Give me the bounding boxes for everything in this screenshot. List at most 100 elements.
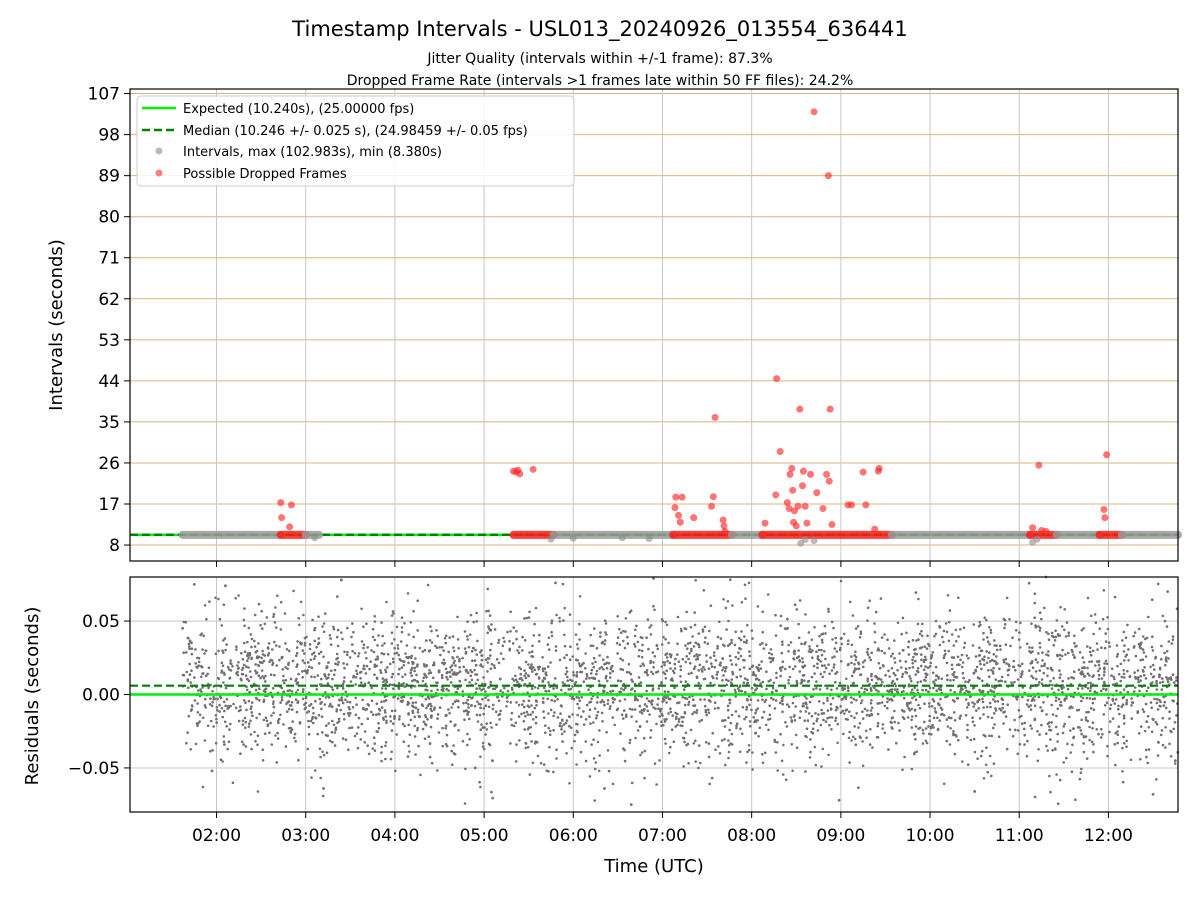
residual-point (577, 706, 581, 710)
residual-point (927, 690, 930, 694)
residual-point (834, 716, 838, 720)
residual-point (1158, 666, 1162, 670)
residual-point (610, 664, 614, 668)
residual-point (418, 646, 422, 650)
residual-point (563, 633, 566, 637)
residual-point (316, 674, 320, 677)
residual-point (245, 708, 248, 712)
residual-point (480, 658, 484, 662)
residual-point (787, 643, 790, 647)
residual-point (216, 697, 219, 701)
residual-point (633, 642, 636, 646)
residual-point (697, 632, 701, 635)
residual-point (254, 688, 258, 692)
residual-point (1165, 656, 1168, 659)
residual-point (391, 610, 395, 613)
residual-point (909, 679, 913, 683)
residual-point (265, 719, 269, 723)
residual-point (1168, 710, 1171, 713)
residual-point (804, 613, 807, 616)
residual-point (986, 636, 989, 639)
residual-point (585, 673, 589, 676)
residual-point (776, 741, 779, 744)
residual-point (511, 642, 515, 645)
residual-point (693, 623, 697, 627)
residual-point (1122, 735, 1125, 739)
residual-point (1067, 651, 1070, 655)
residual-point (198, 713, 202, 717)
residual-point (593, 707, 597, 710)
residual-point (703, 668, 706, 671)
residual-point (747, 748, 751, 752)
residual-point (815, 680, 818, 683)
residual-point (527, 663, 530, 666)
residual-point (668, 697, 672, 701)
residual-point (392, 660, 395, 664)
residual-point (1004, 680, 1007, 683)
residual-point (536, 754, 540, 758)
residual-point (677, 717, 681, 721)
interval-plot-frame (129, 88, 1179, 562)
residual-point (819, 672, 823, 676)
residual-point (669, 745, 672, 749)
residual-point (248, 654, 251, 657)
residual-point (674, 711, 677, 715)
residual-point (1110, 674, 1113, 677)
residual-point (490, 623, 493, 626)
residual-point (384, 715, 388, 718)
residual-point (811, 731, 815, 735)
residual-point (197, 660, 201, 664)
residual-point (926, 634, 929, 638)
residual-point (846, 663, 850, 667)
residual-point (190, 669, 193, 672)
residual-point (497, 699, 501, 703)
residual-point (1080, 699, 1083, 703)
residual-point (567, 688, 571, 691)
residual-point (229, 659, 232, 662)
residual-point (222, 681, 225, 684)
residual-point (952, 644, 956, 647)
residual-point (932, 716, 936, 720)
residual-point (530, 667, 533, 671)
residual-point (1004, 657, 1008, 661)
residual-point (982, 777, 986, 780)
residual-point (1098, 667, 1102, 670)
residual-point (687, 672, 691, 676)
residual-point (910, 688, 914, 692)
residual-point (1038, 646, 1042, 649)
residual-point (743, 635, 746, 638)
residual-point (511, 677, 514, 681)
residual-point (901, 768, 904, 772)
residual-point (275, 664, 279, 667)
residual-point (854, 655, 858, 659)
residual-point (576, 702, 579, 706)
residual-point (1017, 638, 1021, 641)
residual-point (407, 744, 411, 748)
residual-point (456, 638, 460, 641)
residual-point (650, 703, 654, 706)
residual-point (656, 647, 660, 651)
residual-point (303, 669, 307, 673)
residual-point (380, 706, 384, 709)
residual-point (476, 720, 480, 723)
residual-point (992, 698, 995, 701)
residual-point (767, 680, 770, 683)
residual-point (1063, 628, 1066, 632)
residual-point (981, 697, 984, 701)
residual-point (533, 686, 537, 689)
residual-point (858, 636, 862, 639)
residual-point (911, 638, 915, 642)
residual-point (619, 657, 622, 660)
residual-point (943, 649, 947, 653)
residual-point (693, 710, 696, 714)
residual-point (1122, 669, 1125, 672)
residual-point (356, 655, 360, 658)
residual-point (576, 713, 579, 717)
residual-point (734, 690, 737, 694)
residual-point (914, 673, 917, 676)
residual-point (277, 721, 280, 725)
residual-point (561, 740, 564, 743)
residual-point (1084, 716, 1088, 719)
residual-point (367, 752, 371, 756)
residual-point (995, 662, 998, 666)
